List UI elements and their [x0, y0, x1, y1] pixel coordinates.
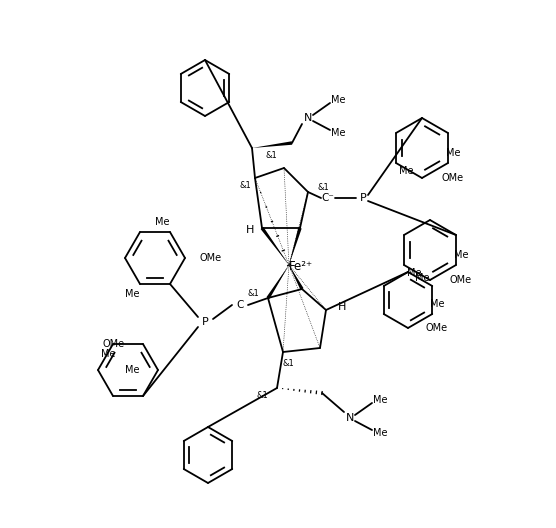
Text: OMe: OMe [450, 275, 472, 285]
Text: N: N [346, 413, 354, 423]
Text: Me: Me [373, 428, 387, 438]
Text: Me: Me [155, 217, 169, 227]
Text: Me: Me [454, 250, 468, 260]
Text: &1: &1 [317, 183, 329, 192]
Text: OMe: OMe [103, 339, 125, 349]
Text: &1: &1 [256, 391, 268, 401]
Text: Me: Me [446, 148, 460, 158]
Text: &1: &1 [282, 360, 294, 369]
Text: N: N [304, 113, 312, 123]
Text: Me: Me [407, 268, 421, 278]
Text: Me: Me [430, 299, 444, 309]
Text: P: P [360, 193, 366, 203]
Text: &1: &1 [239, 182, 251, 191]
Polygon shape [261, 227, 289, 265]
Text: Me: Me [101, 349, 115, 359]
Text: OMe: OMe [200, 253, 222, 263]
Text: OMe: OMe [426, 323, 448, 333]
Text: Fe²⁺: Fe²⁺ [289, 260, 313, 274]
Polygon shape [252, 142, 292, 148]
Text: H: H [338, 302, 346, 312]
Text: C⁻: C⁻ [321, 193, 335, 203]
Text: Me: Me [373, 395, 387, 405]
Text: Me: Me [331, 128, 345, 138]
Text: Me: Me [415, 273, 429, 283]
Text: Me: Me [125, 289, 139, 299]
Text: P: P [202, 317, 208, 327]
Polygon shape [266, 265, 289, 299]
Text: Me: Me [331, 95, 345, 105]
Polygon shape [289, 265, 304, 290]
Text: C: C [236, 300, 244, 310]
Text: H: H [246, 225, 254, 235]
Polygon shape [289, 228, 302, 265]
Text: Me: Me [399, 166, 413, 176]
Text: OMe: OMe [442, 173, 464, 183]
Text: &1: &1 [266, 152, 278, 161]
Text: &1: &1 [247, 288, 259, 297]
Text: Me: Me [126, 365, 140, 375]
